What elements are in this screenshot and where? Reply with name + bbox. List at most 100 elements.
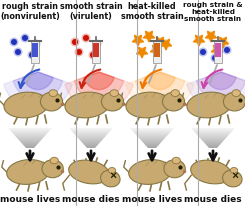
Polygon shape	[23, 145, 37, 146]
Polygon shape	[85, 146, 97, 147]
Ellipse shape	[210, 54, 220, 62]
Polygon shape	[74, 134, 108, 135]
Ellipse shape	[13, 48, 23, 56]
Polygon shape	[145, 72, 175, 90]
Ellipse shape	[50, 157, 58, 164]
Polygon shape	[206, 145, 220, 146]
Polygon shape	[131, 129, 173, 130]
Polygon shape	[10, 130, 50, 131]
Polygon shape	[144, 144, 159, 145]
Ellipse shape	[49, 90, 57, 96]
Polygon shape	[14, 135, 46, 136]
Polygon shape	[4, 72, 72, 112]
Polygon shape	[80, 140, 102, 141]
Polygon shape	[141, 140, 163, 141]
Ellipse shape	[162, 92, 184, 111]
FancyArrowPatch shape	[149, 151, 155, 160]
Ellipse shape	[200, 49, 206, 55]
Ellipse shape	[133, 35, 143, 45]
Polygon shape	[217, 37, 229, 48]
Polygon shape	[135, 133, 170, 134]
Polygon shape	[192, 129, 234, 130]
Polygon shape	[19, 140, 41, 141]
Polygon shape	[15, 136, 45, 137]
Polygon shape	[72, 131, 110, 132]
Ellipse shape	[10, 37, 19, 47]
Polygon shape	[24, 146, 36, 147]
Polygon shape	[199, 137, 227, 138]
Bar	[154, 43, 160, 57]
Bar	[214, 41, 222, 63]
Ellipse shape	[230, 167, 238, 173]
Ellipse shape	[191, 160, 231, 184]
Polygon shape	[205, 31, 217, 42]
Ellipse shape	[110, 90, 118, 96]
Ellipse shape	[90, 52, 96, 58]
Polygon shape	[9, 129, 51, 130]
Ellipse shape	[32, 40, 40, 48]
FancyArrowPatch shape	[27, 151, 33, 160]
Polygon shape	[20, 141, 40, 142]
Bar	[32, 43, 38, 57]
Polygon shape	[195, 132, 231, 133]
Text: smooth strain
(virulent): smooth strain (virulent)	[60, 2, 122, 21]
Bar	[31, 41, 39, 63]
Polygon shape	[77, 137, 105, 138]
Ellipse shape	[21, 34, 29, 42]
Polygon shape	[78, 138, 104, 139]
Ellipse shape	[88, 50, 98, 60]
Polygon shape	[83, 144, 98, 145]
Polygon shape	[70, 129, 112, 130]
Polygon shape	[82, 142, 100, 143]
Ellipse shape	[69, 160, 109, 184]
Polygon shape	[79, 139, 103, 140]
Polygon shape	[83, 143, 99, 144]
Polygon shape	[18, 139, 42, 140]
Ellipse shape	[65, 92, 109, 118]
Polygon shape	[22, 144, 37, 145]
Bar	[153, 41, 161, 63]
Ellipse shape	[15, 49, 21, 55]
Polygon shape	[143, 31, 155, 42]
Ellipse shape	[218, 37, 228, 47]
Polygon shape	[201, 139, 225, 140]
Ellipse shape	[222, 46, 232, 55]
Ellipse shape	[82, 34, 90, 42]
Polygon shape	[187, 72, 245, 112]
Polygon shape	[22, 143, 38, 144]
Polygon shape	[13, 72, 63, 101]
Ellipse shape	[164, 160, 185, 178]
FancyArrowPatch shape	[202, 69, 222, 88]
Polygon shape	[211, 45, 223, 56]
Bar	[93, 43, 99, 57]
Polygon shape	[191, 128, 235, 129]
Polygon shape	[196, 133, 231, 134]
Polygon shape	[140, 139, 164, 140]
Polygon shape	[16, 137, 44, 138]
Polygon shape	[145, 145, 159, 146]
Ellipse shape	[232, 90, 240, 96]
Polygon shape	[135, 134, 169, 135]
Ellipse shape	[212, 45, 222, 55]
Bar	[215, 43, 221, 57]
Ellipse shape	[40, 92, 62, 111]
Polygon shape	[76, 136, 106, 137]
FancyArrowPatch shape	[141, 69, 161, 88]
Polygon shape	[25, 147, 35, 148]
Ellipse shape	[212, 55, 218, 61]
Ellipse shape	[11, 39, 17, 45]
Ellipse shape	[93, 40, 101, 48]
Polygon shape	[160, 39, 172, 50]
Ellipse shape	[144, 31, 154, 41]
Ellipse shape	[71, 37, 79, 47]
Ellipse shape	[151, 45, 161, 55]
Polygon shape	[197, 135, 229, 136]
Polygon shape	[206, 72, 236, 90]
Polygon shape	[65, 72, 133, 112]
Ellipse shape	[129, 160, 171, 184]
Ellipse shape	[7, 160, 49, 184]
Polygon shape	[136, 47, 148, 58]
Polygon shape	[205, 143, 221, 144]
Text: heat-killed
smooth strain: heat-killed smooth strain	[121, 2, 183, 21]
Ellipse shape	[172, 157, 180, 164]
